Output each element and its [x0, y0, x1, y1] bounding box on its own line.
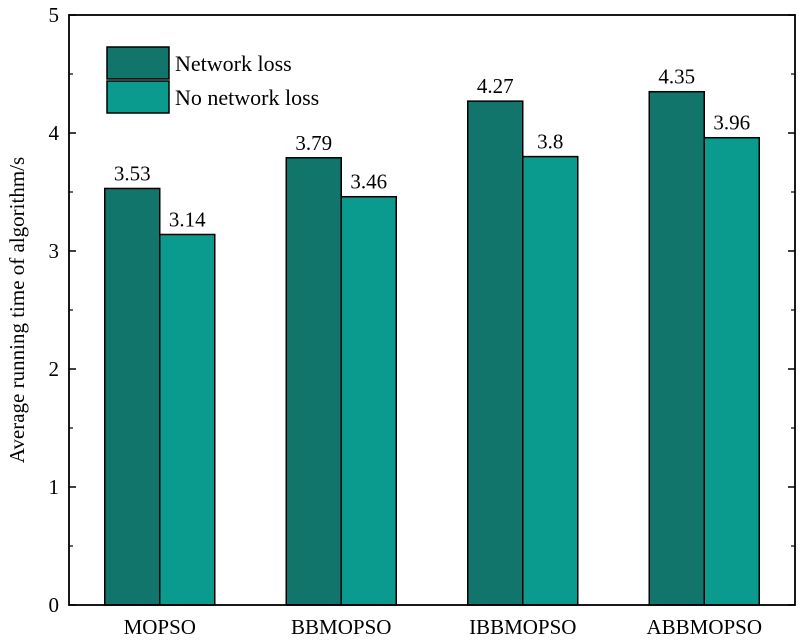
- y-tick-label: 2: [49, 357, 60, 381]
- bar-no-network-loss-bbmopso: [340, 195, 397, 606]
- plot-area: 3.53 3.14 MOPSO 3.79 3.46 BBMOPSO 4.27 3.8 IBBMO…: [49, 3, 796, 639]
- y-axis-title: Average running time of algorithm/s: [5, 157, 29, 463]
- x-tick-label: BBMOPSO: [291, 615, 391, 639]
- bar-network-loss-bbmopso: [285, 157, 342, 606]
- bar-value-label: 3.14: [169, 207, 206, 231]
- bar-value-label: 3.96: [713, 111, 750, 135]
- plot-frame: [68, 14, 796, 606]
- x-tick-label: IBBMOPSO: [469, 615, 576, 639]
- legend-swatch-network-loss: [106, 46, 170, 80]
- bar-no-network-loss-mopso: [159, 233, 216, 606]
- bar-network-loss-ibbmopso: [467, 100, 524, 606]
- legend-label-network-loss: Network loss: [175, 51, 292, 76]
- legend-label-no-network-loss: No network loss: [175, 85, 319, 110]
- x-tick-label: MOPSO: [124, 615, 196, 639]
- bar-value-label: 3.79: [295, 131, 332, 155]
- legend-swatch-no-network-loss: [106, 80, 170, 114]
- y-tick-label: 4: [49, 121, 60, 145]
- x-tick-label: ABBMOPSO: [646, 615, 762, 639]
- y-tick-label: 0: [49, 593, 60, 617]
- bar-value-label: 3.53: [114, 161, 151, 185]
- bar-network-loss-mopso: [104, 187, 161, 606]
- bar-value-label: 4.35: [658, 65, 695, 89]
- y-tick-label: 1: [49, 475, 60, 499]
- bar-value-label: 3.46: [350, 170, 387, 194]
- y-tick-label: 3: [49, 239, 60, 263]
- bar-network-loss-abbmopso: [648, 90, 705, 606]
- bar-no-network-loss-ibbmopso: [522, 155, 579, 606]
- bar-no-network-loss-abbmopso: [703, 136, 760, 606]
- bar-value-label: 4.27: [477, 74, 514, 98]
- bar-value-label: 3.8: [537, 130, 563, 154]
- y-tick-label: 5: [49, 3, 60, 27]
